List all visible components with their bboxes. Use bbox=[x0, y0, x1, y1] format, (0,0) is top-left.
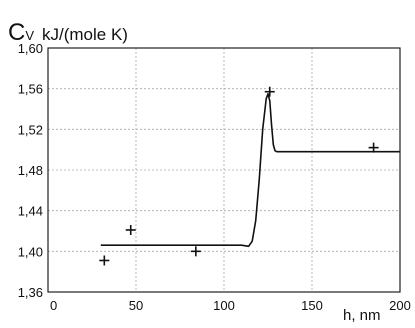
data-point-marker bbox=[125, 224, 136, 235]
data-point-marker bbox=[264, 86, 275, 97]
x-axis-label: h, nm bbox=[343, 307, 381, 324]
y-tick-label: 1,48 bbox=[18, 163, 43, 178]
y-tick-label: 1,52 bbox=[18, 122, 43, 137]
y-axis-label: CV kJ/(mole K) bbox=[8, 19, 128, 46]
tick-labels: 0 50 100 150 200 1,36 1,40 1,44 1,48 1,52 1,56 1,60 bbox=[18, 41, 411, 313]
grid bbox=[48, 48, 400, 292]
data-point-marker bbox=[368, 142, 379, 153]
x-tick-label: 100 bbox=[213, 298, 235, 313]
series-line bbox=[100, 93, 400, 248]
x-tick-label: 200 bbox=[389, 298, 411, 313]
x-tick-label: 150 bbox=[301, 298, 323, 313]
data-point-marker bbox=[190, 246, 201, 257]
x-tick-label: 50 bbox=[129, 298, 143, 313]
plot-frame bbox=[47, 47, 401, 293]
y-tick-label: 1,44 bbox=[18, 204, 43, 219]
y-tick-label: 1,40 bbox=[18, 244, 43, 259]
y-tick-label: 1,36 bbox=[18, 285, 43, 300]
series-group bbox=[99, 86, 400, 266]
y-axis-label-symbol: C bbox=[8, 19, 25, 46]
y-axis-label-subscript: V bbox=[25, 28, 34, 43]
y-tick-label: 1,56 bbox=[18, 82, 43, 97]
x-tick-label: 0 bbox=[50, 298, 57, 313]
y-tick-label: 1,60 bbox=[18, 41, 43, 56]
data-point-marker bbox=[99, 255, 110, 266]
y-axis-label-units: kJ/(mole K) bbox=[42, 25, 128, 44]
